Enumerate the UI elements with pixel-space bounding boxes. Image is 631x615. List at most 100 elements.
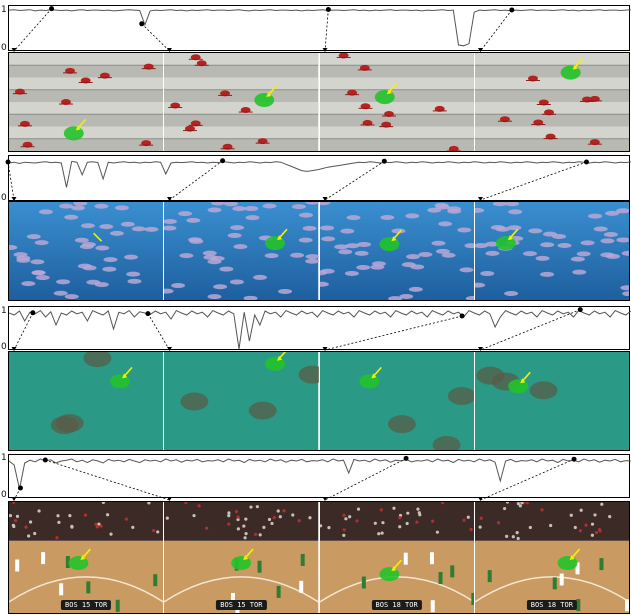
pointer-arrowhead [390, 566, 396, 572]
frame-image [9, 53, 164, 151]
pointer-arrowhead [122, 373, 128, 379]
video-frame: BOS 18 TOR [474, 502, 629, 613]
frame-strip-crabs [8, 52, 630, 152]
y-label-top: 1 [1, 453, 7, 463]
pointer-arrow [392, 559, 402, 570]
pointer-arrow [509, 228, 519, 239]
signal-plot-turtles [8, 306, 631, 350]
frame-strip-basketball: BOS 15 TOR BOS 15 TOR BOS 18 TOR BOS 18 … [8, 501, 630, 614]
y-label-top: 1 [1, 5, 7, 15]
highlighted-object [265, 236, 286, 251]
pointer-arrowhead [277, 355, 283, 361]
y-label-bottom: 0 [1, 342, 7, 352]
signal-plot-basketball [8, 454, 631, 498]
video-frame [319, 53, 475, 151]
frame-image [9, 202, 164, 300]
highlighted-object [378, 237, 399, 252]
pointer-arrow [278, 228, 288, 239]
pointer-arrow [521, 371, 531, 382]
row-crabs: 1 0 [0, 0, 631, 154]
pointer-arrowhead [80, 555, 86, 561]
highlighted-object [557, 556, 578, 571]
scoreboard: BOS 18 TOR [371, 600, 422, 610]
highlighted-object [374, 90, 395, 105]
pointer-arrow [77, 118, 87, 129]
signal-svg-turtles [9, 309, 631, 350]
video-frame [474, 352, 629, 450]
highlighted-object [265, 356, 286, 371]
pointer-arrow [570, 548, 580, 559]
video-frame: BOS 15 TOR [164, 502, 320, 613]
highlighted-object [254, 93, 275, 108]
pointer-arrowhead [572, 64, 578, 70]
signal-svg-basketball [9, 458, 631, 490]
frame-image [164, 53, 319, 151]
highlighted-object [110, 374, 131, 389]
pointer-arrow [387, 82, 397, 93]
pointer-arrowhead [519, 378, 525, 384]
frame-image [319, 352, 474, 450]
pointer-arrowhead [370, 373, 376, 379]
video-frame [319, 352, 475, 450]
video-frame [474, 202, 629, 300]
pointer-arrowhead [390, 236, 396, 242]
frame-image [319, 202, 474, 300]
video-frame: BOS 15 TOR [9, 502, 165, 613]
pointer-arrowhead [277, 235, 283, 241]
video-frame [9, 352, 165, 450]
highlighted-object [378, 567, 399, 582]
video-frame [164, 202, 320, 300]
highlighted-object [560, 65, 581, 80]
scoreboard: BOS 15 TOR [216, 600, 267, 610]
pointer-arrow [93, 232, 103, 242]
frame-image [474, 53, 629, 151]
pointer-arrowhead [266, 92, 272, 98]
scoreboard: BOS 15 TOR [61, 600, 112, 610]
video-frame [164, 53, 320, 151]
pointer-arrow [278, 352, 287, 360]
video-frame [164, 352, 320, 450]
pointer-arrowhead [243, 555, 249, 561]
frame-image [9, 352, 164, 450]
frame-strip-fish [8, 201, 630, 301]
y-label-top: 1 [1, 306, 7, 316]
pointer-arrowhead [507, 235, 513, 241]
signal-svg-fish [9, 160, 631, 188]
video-frame [319, 202, 475, 300]
y-label-bottom: 0 [1, 43, 7, 53]
row-turtles: 1 0 [0, 304, 631, 454]
frame-image [164, 352, 319, 450]
y-label-bottom: 0 [1, 193, 7, 203]
scoreboard: BOS 18 TOR [526, 600, 577, 610]
frame-image [319, 53, 474, 151]
pointer-arrowhead [386, 89, 392, 95]
frame-image [319, 502, 474, 613]
y-label-bottom: 0 [1, 490, 7, 500]
pointer-arrowhead [75, 125, 81, 131]
pointer-arrow [392, 229, 402, 240]
signal-plot-fish [8, 155, 631, 201]
pointer-arrow [372, 366, 382, 377]
frame-image [9, 502, 164, 613]
pointer-arrow [244, 548, 254, 559]
video-frame [9, 202, 165, 300]
frame-image [474, 502, 629, 613]
frame-image [474, 202, 629, 300]
signal-line [9, 160, 631, 188]
frame-strip-turtles [8, 351, 630, 451]
highlighted-object [231, 556, 252, 571]
highlighted-object [68, 556, 89, 571]
highlighted-object [63, 126, 84, 141]
row-fish: 0 [0, 154, 631, 304]
pointer-arrow [123, 366, 133, 377]
pointer-arrow [81, 548, 91, 559]
pointer-arrowhead [569, 555, 575, 561]
signal-line [9, 9, 631, 47]
video-frame: BOS 18 TOR [319, 502, 475, 613]
highlighted-object [358, 374, 379, 389]
highlighted-object [495, 236, 516, 251]
row-basketball: 1 0 BOS 15 TOR BOS 15 TOR BOS 18 TOR BOS… [0, 454, 631, 615]
pointer-arrow [267, 85, 278, 96]
signal-svg-crabs [9, 9, 631, 47]
highlighted-object [507, 379, 528, 394]
